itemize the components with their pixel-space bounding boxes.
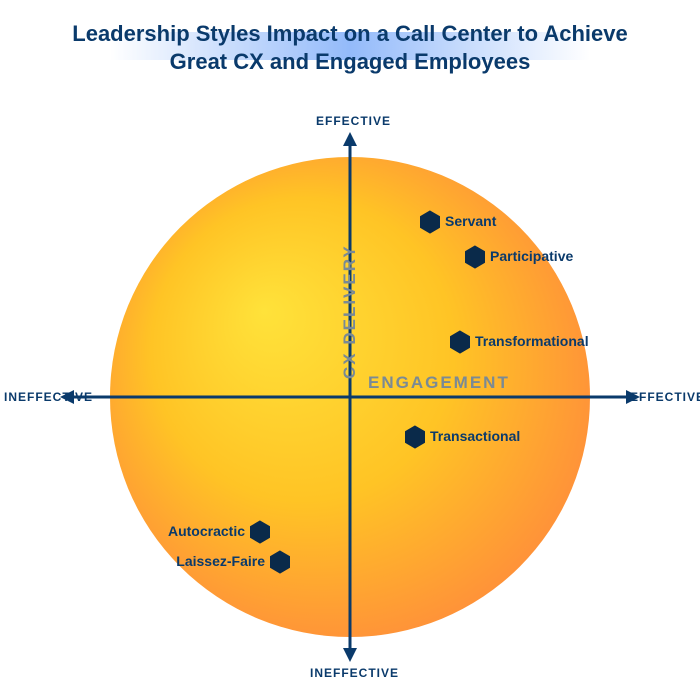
point-label: Servant [445, 213, 496, 229]
point-marker [251, 521, 270, 543]
title-block: Leadership Styles Impact on a Call Cente… [50, 18, 650, 77]
point-marker [271, 551, 290, 573]
axis-label-y-bottom: INEFFECTIVE [310, 666, 399, 680]
category-label-y: CX DELIVERY [340, 244, 360, 379]
point-marker [451, 331, 470, 353]
point-label: Laissez-Faire [176, 553, 265, 569]
quadrant-chart: EFFECTIVE INEFFECTIVE INEFFECTIVE EFFECT… [0, 77, 700, 677]
point-label: Transformational [475, 333, 589, 349]
point-label: Participative [490, 248, 573, 264]
point-marker [406, 426, 425, 448]
category-label-x: ENGAGEMENT [368, 373, 510, 393]
page-title: Leadership Styles Impact on a Call Cente… [50, 18, 650, 77]
axis-label-y-top: EFFECTIVE [316, 114, 391, 128]
axis-label-x-right: EFFECTIVE [630, 390, 700, 404]
point-label: Autocractic [168, 523, 245, 539]
axis-label-x-left: INEFFECTIVE [4, 390, 94, 404]
point-label: Transactional [430, 428, 520, 444]
point-marker [466, 246, 485, 268]
point-marker [421, 211, 440, 233]
